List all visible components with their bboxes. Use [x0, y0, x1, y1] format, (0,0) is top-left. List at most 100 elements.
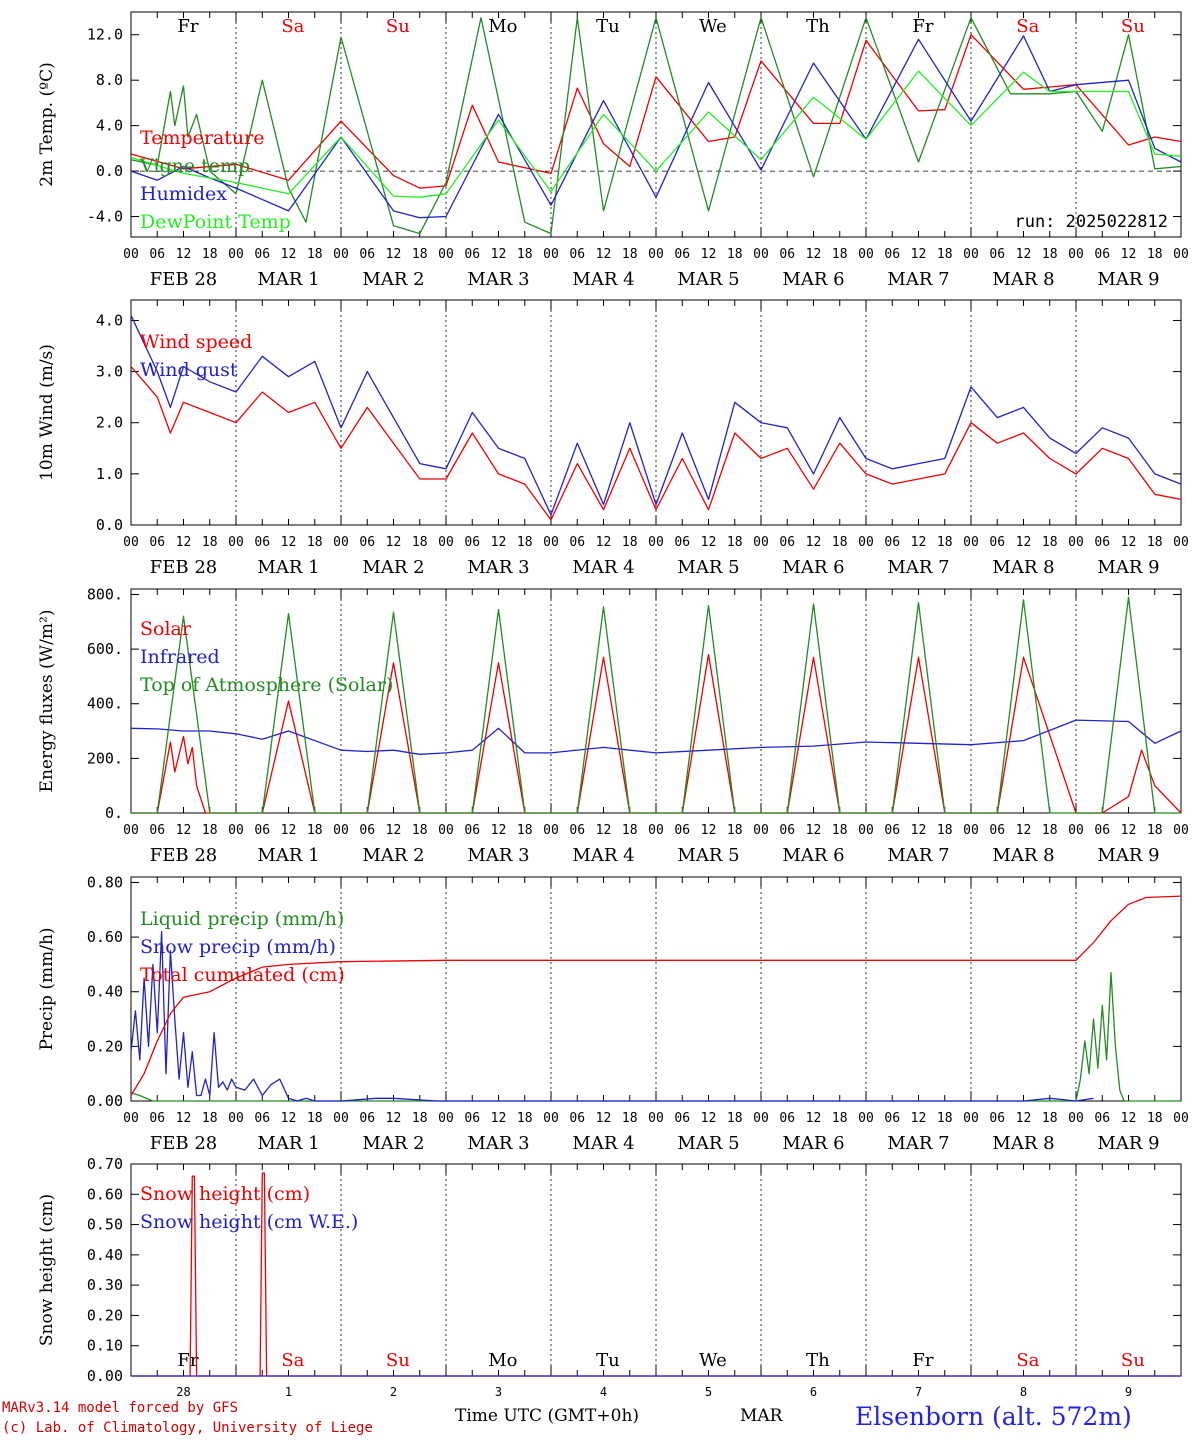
y-tick-label: 0.30 [87, 1276, 123, 1294]
weekday-label: Mo [488, 1350, 517, 1371]
x-hour-label: 12 [1016, 535, 1032, 550]
x-hour-label: 06 [464, 823, 480, 838]
x-hour-label: 00 [123, 823, 139, 838]
x-hour-label: 06 [884, 1111, 900, 1126]
x-date-label: MAR 2 [362, 269, 424, 290]
x-hour-label: 18 [412, 247, 428, 262]
x-date-label: MAR 7 [887, 1133, 949, 1154]
x-hour-label: 12 [386, 247, 402, 262]
x-hour-label: 18 [937, 823, 953, 838]
x-hour-label: 18 [307, 247, 323, 262]
weekday-label: Fr [912, 16, 933, 37]
x-hour-label: 12 [701, 247, 717, 262]
legend-entry: Liquid precip (mm/h) [140, 908, 344, 930]
x-date-label: MAR 2 [362, 557, 424, 578]
x-hour-label: 12 [911, 823, 927, 838]
x-hour-label: 06 [1094, 247, 1110, 262]
x-hour-label: 12 [1121, 535, 1137, 550]
x-hour-label: 00 [438, 247, 454, 262]
x-hour-label: 00 [228, 1111, 244, 1126]
legend-entry: Temperature [140, 127, 264, 149]
x-hour-label: 12 [281, 1111, 297, 1126]
x-hour-label: 12 [911, 535, 927, 550]
y-tick-label: 600. [87, 640, 123, 658]
x-hour-label: 00 [1173, 535, 1189, 550]
x-hour-label: 06 [989, 247, 1005, 262]
x-hour-label: 06 [254, 823, 270, 838]
x-hour-label: 18 [517, 535, 533, 550]
x-hour-label: 12 [1016, 247, 1032, 262]
series-line [130, 719, 1182, 755]
x-date-label: MAR 7 [887, 269, 949, 290]
y-tick-label: 0.80 [87, 873, 123, 891]
x-hour-label: 00 [753, 535, 769, 550]
x-hour-label: 12 [911, 247, 927, 262]
x-hour-label: 18 [727, 1111, 743, 1126]
x-hour-label: 06 [359, 247, 375, 262]
x-hour-label: 18 [412, 1111, 428, 1126]
x-hour-label: 00 [333, 247, 349, 262]
day-number-label: 8 [1020, 1385, 1027, 1399]
legend-entry: DewPoint Temp [140, 211, 291, 233]
weekday-label: Sa [1016, 1350, 1039, 1371]
x-date-label: MAR 4 [572, 269, 634, 290]
legend-entry: Wind speed [140, 331, 252, 353]
x-hour-label: 18 [517, 247, 533, 262]
weekday-label: Su [386, 16, 410, 37]
y-tick-label: 0.40 [87, 983, 123, 1001]
x-hour-label: 18 [622, 1111, 638, 1126]
y-tick-label: 0.0 [96, 162, 123, 180]
x-hour-label: 18 [1147, 823, 1163, 838]
series-line [130, 34, 1182, 189]
y-tick-label: 0.50 [87, 1216, 123, 1234]
x-hour-label: 12 [491, 1111, 507, 1126]
x-date-label: MAR 8 [992, 557, 1054, 578]
x-hour-label: 00 [438, 823, 454, 838]
legend-entry: Vigne temp [139, 155, 250, 177]
x-hour-label: 00 [753, 1111, 769, 1126]
day-number-label: 28 [176, 1385, 190, 1399]
series-line [130, 17, 1182, 235]
x-date-label: FEB 28 [150, 557, 217, 578]
x-hour-label: 00 [1173, 823, 1189, 838]
y-tick-label: -4.0 [87, 208, 123, 226]
x-hour-label: 00 [648, 823, 664, 838]
x-hour-label: 18 [307, 823, 323, 838]
x-hour-label: 06 [359, 535, 375, 550]
y-tick-label: 0.20 [87, 1306, 123, 1324]
series-line [131, 596, 1181, 814]
x-date-label: MAR 6 [782, 845, 844, 866]
x-hour-label: 12 [281, 535, 297, 550]
x-hour-label: 12 [491, 247, 507, 262]
x-hour-label: 00 [858, 247, 874, 262]
x-hour-label: 12 [491, 823, 507, 838]
x-date-label: MAR 8 [992, 1133, 1054, 1154]
legend-entry: Wind gust [140, 359, 238, 381]
x-hour-label: 00 [858, 823, 874, 838]
x-hour-label: 18 [517, 823, 533, 838]
x-hour-label: 12 [596, 535, 612, 550]
station-name: Elsenborn (alt. 572m) [855, 1402, 1132, 1431]
x-hour-label: 00 [963, 535, 979, 550]
x-hour-label: 12 [281, 247, 297, 262]
x-hour-label: 18 [832, 535, 848, 550]
x-date-label: MAR 5 [677, 845, 739, 866]
weekday-label: Th [806, 1350, 830, 1371]
x-hour-label: 06 [149, 535, 165, 550]
x-hour-label: 06 [1094, 1111, 1110, 1126]
x-hour-label: 00 [543, 823, 559, 838]
x-date-label: FEB 28 [150, 845, 217, 866]
x-hour-label: 00 [543, 535, 559, 550]
weekday-label: Tu [596, 1350, 620, 1371]
x-hour-label: 18 [622, 247, 638, 262]
weekday-label: We [699, 1350, 727, 1371]
weekday-label: Tu [596, 16, 620, 37]
x-hour-label: 00 [228, 823, 244, 838]
x-hour-label: 06 [569, 1111, 585, 1126]
series-line [130, 315, 1182, 516]
x-hour-label: 00 [648, 1111, 664, 1126]
y-tick-label: 200. [87, 749, 123, 767]
x-date-label: MAR 6 [782, 557, 844, 578]
x-date-label: FEB 28 [150, 1133, 217, 1154]
meteogram: -4.00.04.08.012.02m Temp. (ºC)00 06 12 18 00… [37, 11, 1189, 1399]
